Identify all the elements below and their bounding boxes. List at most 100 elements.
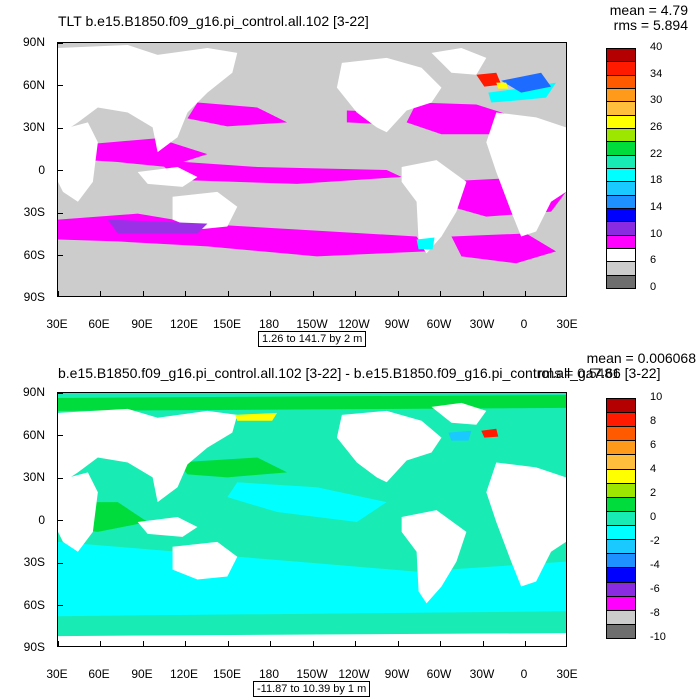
lon-label: 30E xyxy=(46,667,68,681)
colorbar-swatch xyxy=(606,468,636,484)
bottom-map-mean: mean = 0.006068 xyxy=(586,350,696,366)
south-atlantic-deep-band xyxy=(451,233,557,264)
colorbar-swatch xyxy=(606,398,636,414)
lat-label: 60N xyxy=(22,428,45,442)
axis-tick xyxy=(58,641,59,646)
lat-label: 30N xyxy=(22,470,45,484)
colorbar-swatch xyxy=(606,74,636,89)
colorbar-swatch xyxy=(606,623,636,639)
axis-tick xyxy=(58,520,63,521)
colorbar-swatch xyxy=(606,595,636,611)
lon-label: 150E xyxy=(212,667,242,681)
colorbar-swatch xyxy=(606,261,636,276)
lon-label: 120W xyxy=(338,317,370,331)
lat-label: 60N xyxy=(22,78,45,92)
colorbar-swatch xyxy=(606,221,636,236)
lat-label: 90N xyxy=(22,385,45,399)
axis-tick xyxy=(58,212,63,214)
bottom-map-svg xyxy=(58,393,566,646)
axis-tick xyxy=(58,43,63,44)
lon-label: 180 xyxy=(258,667,280,681)
axis-tick xyxy=(482,291,484,296)
colorbar-swatch xyxy=(606,61,636,76)
eurasia-landmass xyxy=(58,408,238,503)
lon-label: 150E xyxy=(212,317,242,331)
colorbar-label: 0 xyxy=(650,511,657,523)
axis-tick xyxy=(227,291,229,296)
colorbar-swatch xyxy=(606,274,636,289)
top-map-mean: mean = 4.79 xyxy=(609,2,688,18)
africa-landmass xyxy=(486,462,566,587)
lon-label: 150W xyxy=(296,317,328,331)
africa-landmass xyxy=(486,112,566,237)
colorbar-swatch xyxy=(606,482,636,498)
lon-label: 90E xyxy=(131,317,153,331)
lon-label: 30W xyxy=(469,317,495,331)
colorbar-label: 2 xyxy=(650,487,657,499)
colorbar-label: 6 xyxy=(650,254,657,267)
south-america-landmass xyxy=(401,160,467,254)
axis-tick xyxy=(312,291,314,296)
lon-label: 180 xyxy=(258,317,280,331)
lat-label: 60S xyxy=(23,598,45,612)
colorbar-label: 34 xyxy=(650,67,663,80)
colorbar-swatch xyxy=(606,141,636,156)
north-atlantic-blue-patch xyxy=(501,72,552,93)
axis-tick xyxy=(312,641,314,646)
axis-tick xyxy=(58,393,63,394)
top-map-panel: TLT b.e15.B1850.f09_g16.pi_control.all.1… xyxy=(22,2,688,347)
lat-label: 30S xyxy=(23,555,45,569)
colorbar-swatch xyxy=(606,426,636,442)
maritime-continent-landmass xyxy=(137,167,198,187)
lon-label: 90W xyxy=(384,667,410,681)
colorbar-swatch xyxy=(606,234,636,249)
maritime-continent-landmass xyxy=(137,517,198,537)
labrador-blue-patch xyxy=(448,430,472,441)
lon-label: 30E xyxy=(556,317,578,331)
colorbar-label: 10 xyxy=(650,391,663,403)
africa-east-landmass xyxy=(58,122,98,202)
drake-passage-cyan-patch xyxy=(416,237,435,250)
axis-tick xyxy=(142,641,144,646)
southern-ocean-purple-patch xyxy=(107,219,208,234)
colorbar-swatch xyxy=(606,609,636,625)
africa-east-landmass xyxy=(58,472,98,552)
lon-label: 30E xyxy=(556,667,578,681)
bottom-map-rms: rms = 0.5481 xyxy=(537,365,620,381)
top-map-title: TLT b.e15.B1850.f09_g16.pi_control.all.1… xyxy=(58,13,369,29)
colorbar-label: 4 xyxy=(650,463,657,475)
lat-label: 90S xyxy=(23,640,45,654)
lat-label: 30S xyxy=(23,205,45,219)
colorbar-label: -6 xyxy=(650,583,660,595)
colorbar-label: 26 xyxy=(650,121,663,133)
colorbar-label: 6 xyxy=(650,439,657,451)
axis-tick xyxy=(58,255,63,256)
axis-tick xyxy=(58,291,59,296)
lat-label: 90S xyxy=(23,290,45,304)
axis-tick xyxy=(142,291,144,296)
bottom-map-plot xyxy=(57,392,567,647)
colorbar-label: 0 xyxy=(650,281,657,293)
axis-tick xyxy=(58,477,63,479)
axis-tick xyxy=(440,641,441,646)
arctic-yellow-patch xyxy=(235,412,278,421)
colorbar-swatch xyxy=(606,194,636,209)
colorbar-label: 22 xyxy=(650,147,663,160)
colorbar-label: 30 xyxy=(650,94,663,107)
equatorial-pacific-band xyxy=(157,160,402,184)
colorbar-label: 18 xyxy=(650,174,663,187)
north-atlantic-red-patch xyxy=(481,428,499,438)
colorbar-swatch xyxy=(606,128,636,143)
top-colorbar: 40 34 30 26 22 18 14 10 6 0 xyxy=(606,41,662,293)
axis-tick xyxy=(440,291,441,296)
north-pacific-green-patch xyxy=(177,457,288,478)
colorbar-label: 14 xyxy=(650,201,663,213)
lat-label: 90N xyxy=(22,35,45,49)
lon-label: 30W xyxy=(469,667,495,681)
axis-tick xyxy=(58,562,63,564)
axis-tick xyxy=(100,291,101,296)
colorbar-swatch xyxy=(606,101,636,116)
lat-label: 0 xyxy=(38,513,45,527)
colorbar-label: 8 xyxy=(650,415,657,427)
bottom-map-title: b.e15.B1850.f09_g16.pi_control.all.102 [… xyxy=(58,365,661,381)
